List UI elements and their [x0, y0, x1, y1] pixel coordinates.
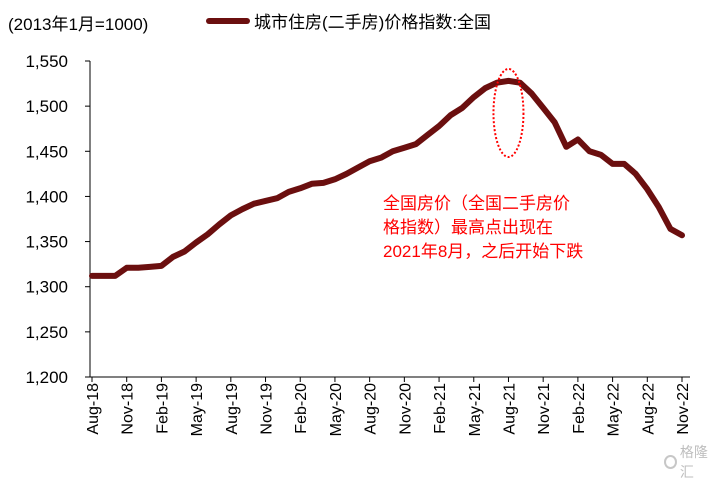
x-tick-label: Feb-21 — [432, 383, 449, 434]
logo-icon — [664, 455, 677, 469]
y-tick-label: 1,450 — [25, 142, 68, 161]
x-tick-label: Aug-19 — [224, 383, 241, 435]
x-tick-label: Aug-20 — [363, 383, 380, 435]
x-tick-label: Nov-20 — [397, 383, 414, 435]
line-chart: 1,200 1,250 1,300 1,350 1,400 1,450 1,500 1,550… — [0, 0, 717, 466]
x-tick-label: Nov-18 — [120, 383, 137, 435]
x-tick-label: Aug-21 — [501, 383, 518, 435]
chart-annotation: 全国房价（全国二手房价 格指数）最高点出现在 2021年8月，之后开始下跌 — [383, 192, 583, 264]
annotation-line-2: 格指数）最高点出现在 — [383, 216, 583, 240]
x-tick-label: May-20 — [328, 383, 345, 436]
watermark: 格隆汇 — [664, 442, 717, 482]
x-tick-label: Feb-20 — [293, 383, 310, 434]
x-tick-label: Nov-22 — [675, 383, 692, 435]
x-tick-label: May-21 — [467, 383, 484, 436]
y-tick-label: 1,250 — [25, 323, 68, 342]
watermark-text: 格隆汇 — [680, 442, 717, 482]
x-tick-label: Feb-19 — [154, 383, 171, 434]
x-tick-label: Nov-21 — [536, 383, 553, 435]
y-tick-label: 1,550 — [25, 52, 68, 71]
x-tick-label: Aug-18 — [85, 383, 102, 435]
annotation-line-3: 2021年8月，之后开始下跌 — [383, 240, 583, 264]
y-tick-label: 1,300 — [25, 278, 68, 297]
annotation-line-1: 全国房价（全国二手房价 — [383, 192, 583, 216]
x-tick-label: Nov-19 — [259, 383, 276, 435]
y-tick-label: 1,500 — [25, 97, 68, 116]
x-tick-label: May-22 — [606, 383, 623, 436]
y-tick-label: 1,400 — [25, 187, 68, 206]
y-tick-label: 1,350 — [25, 233, 68, 252]
x-tick-label: Feb-22 — [571, 383, 588, 434]
y-tick-label: 1,200 — [25, 368, 68, 387]
x-tick-label: May-19 — [189, 383, 206, 436]
x-tick-label: Aug-22 — [640, 383, 657, 435]
